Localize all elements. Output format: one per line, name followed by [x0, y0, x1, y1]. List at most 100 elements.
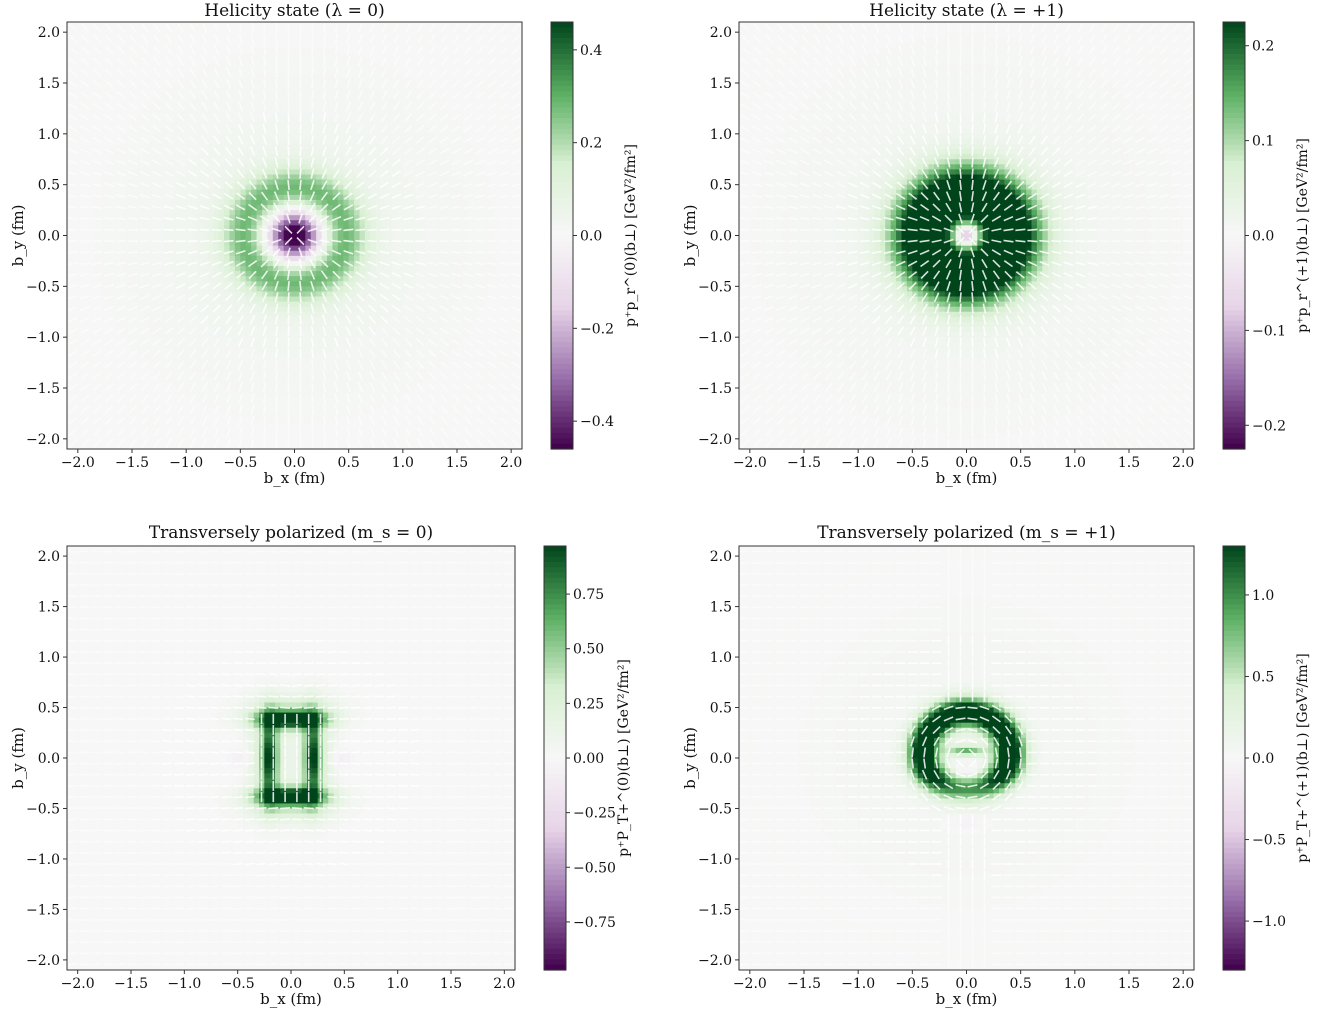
heatmap-cell: [267, 119, 273, 125]
heatmap-cell: [159, 256, 165, 262]
heatmap-cell: [376, 419, 382, 425]
heatmap-cell: [72, 312, 78, 318]
heatmap-cell: [230, 180, 236, 186]
heatmap-cell: [305, 241, 311, 247]
heatmap-cell: [175, 220, 181, 226]
heatmap-cell: [165, 256, 171, 262]
heatmap-cell: [251, 230, 257, 236]
heatmap-cell: [170, 78, 176, 84]
heatmap-cell: [192, 230, 198, 236]
heatmap-cell: [267, 114, 273, 120]
heatmap-cell: [376, 108, 382, 114]
heatmap-cell: [213, 266, 219, 272]
heatmap-cell: [219, 78, 225, 84]
heatmap-cell: [100, 398, 106, 404]
heatmap-cell: [289, 93, 295, 99]
heatmap-cell: [230, 332, 236, 338]
heatmap-cell: [327, 37, 333, 43]
heatmap-cell: [89, 429, 95, 435]
heatmap-cell: [300, 230, 306, 236]
heatmap-cell: [360, 358, 366, 364]
heatmap-cell: [349, 403, 355, 409]
heatmap-cell: [305, 190, 311, 196]
heatmap-cell: [121, 434, 127, 440]
heatmap-cell: [137, 83, 143, 89]
heatmap-cell: [289, 83, 295, 89]
heatmap-cell: [72, 322, 78, 328]
heatmap-cell: [327, 195, 333, 201]
heatmap-cell: [159, 388, 165, 394]
heatmap-cell: [327, 352, 333, 358]
heatmap-cell: [143, 332, 149, 338]
heatmap-cell: [267, 297, 273, 303]
heatmap-cell: [208, 210, 214, 216]
heatmap-cell: [278, 159, 284, 165]
heatmap-cell: [175, 276, 181, 282]
heatmap-cell: [89, 403, 95, 409]
heatmap-cell: [289, 297, 295, 303]
heatmap-cell: [289, 424, 295, 430]
heatmap-cell: [257, 139, 263, 145]
heatmap-cell: [267, 175, 273, 181]
heatmap-cell: [148, 246, 154, 252]
heatmap-cell: [137, 73, 143, 79]
heatmap-cell: [365, 47, 371, 53]
heatmap-cell: [289, 383, 295, 389]
heatmap-cell: [89, 144, 95, 150]
heatmap-cell: [170, 124, 176, 130]
heatmap-cell: [338, 98, 344, 104]
heatmap-cell: [338, 368, 344, 374]
heatmap-cell: [246, 327, 252, 333]
heatmap-cell: [175, 63, 181, 69]
heatmap-cell: [278, 22, 284, 28]
heatmap-cell: [127, 322, 133, 328]
heatmap-cell: [349, 83, 355, 89]
heatmap-cell: [267, 180, 273, 186]
heatmap-cell: [360, 413, 366, 419]
heatmap-cell: [305, 317, 311, 323]
heatmap-cell: [376, 332, 382, 338]
heatmap-cell: [278, 119, 284, 125]
heatmap-cell: [289, 363, 295, 369]
heatmap-cell: [235, 210, 241, 216]
heatmap-cell: [230, 398, 236, 404]
heatmap-cell: [246, 93, 252, 99]
heatmap-cell: [381, 230, 387, 236]
heatmap-cell: [132, 388, 138, 394]
heatmap-cell: [202, 220, 208, 226]
heatmap-cell: [365, 32, 371, 38]
heatmap-cell: [278, 322, 284, 328]
heatmap-cell: [94, 256, 100, 262]
heatmap-cell: [105, 108, 111, 114]
heatmap-cell: [159, 266, 165, 272]
heatmap-cell: [327, 271, 333, 277]
heatmap-cell: [197, 119, 203, 125]
heatmap-cell: [224, 266, 230, 272]
heatmap-cell: [175, 73, 181, 79]
heatmap-cell: [338, 108, 344, 114]
heatmap-cell: [257, 230, 263, 236]
heatmap-cell: [175, 266, 181, 272]
heatmap-cell: [305, 108, 311, 114]
heatmap-cell: [83, 322, 89, 328]
heatmap-cell: [257, 32, 263, 38]
heatmap-cell: [89, 347, 95, 353]
heatmap-cell: [219, 63, 225, 69]
heatmap-cell: [143, 312, 149, 318]
heatmap-cell: [143, 98, 149, 104]
heatmap-cell: [365, 266, 371, 272]
heatmap-cell: [100, 220, 106, 226]
heatmap-cell: [186, 220, 192, 226]
heatmap-cell: [121, 312, 127, 318]
heatmap-cell: [316, 408, 322, 414]
heatmap-cell: [349, 266, 355, 272]
heatmap-cell: [316, 363, 322, 369]
heatmap-cell: [148, 347, 154, 353]
heatmap-cell: [137, 139, 143, 145]
heatmap-cell: [289, 332, 295, 338]
heatmap-cell: [137, 347, 143, 353]
heatmap-cell: [327, 393, 333, 399]
heatmap-cell: [267, 398, 273, 404]
heatmap-cell: [219, 439, 225, 445]
heatmap-cell: [387, 200, 393, 206]
